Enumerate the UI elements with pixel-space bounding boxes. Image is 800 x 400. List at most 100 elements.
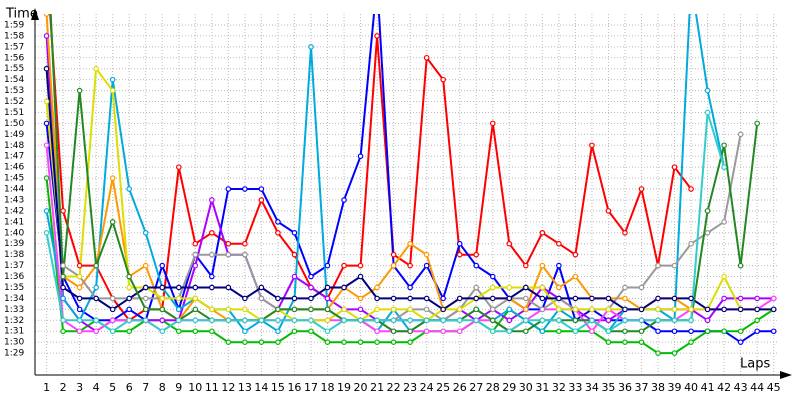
y-tick-label: 1:58: [4, 31, 24, 41]
point: [275, 328, 281, 335]
point: [60, 284, 66, 291]
point: [523, 295, 529, 302]
y-tick-label: 1:54: [4, 75, 24, 85]
point: [622, 339, 628, 345]
point: [275, 339, 281, 345]
x-tick-label: 32: [552, 381, 566, 394]
point: [539, 295, 546, 302]
point: [357, 273, 364, 280]
point: [175, 317, 182, 324]
y-tick-label: 1:57: [4, 42, 24, 52]
point: [341, 262, 347, 269]
point: [622, 284, 628, 291]
point: [622, 229, 628, 236]
x-tick-label: 12: [221, 381, 235, 394]
point: [737, 295, 744, 302]
series-line: [45, 112, 726, 333]
point: [390, 251, 397, 258]
point: [209, 328, 215, 335]
y-tick-label: 1:41: [4, 217, 24, 227]
point: [126, 306, 132, 313]
point: [374, 328, 380, 335]
point: [489, 306, 496, 313]
point: [754, 317, 760, 324]
point: [374, 339, 380, 345]
point: [704, 229, 711, 236]
x-tick-label: 8: [159, 381, 166, 394]
point: [423, 306, 430, 313]
point: [192, 262, 199, 269]
x-tick-label: 20: [354, 381, 368, 394]
point: [589, 295, 595, 302]
x-tick-label: 13: [238, 381, 252, 394]
point: [671, 306, 678, 313]
x-tick-label: 3: [76, 381, 83, 394]
y-tick-label: 1:34: [4, 294, 24, 304]
point: [76, 284, 83, 291]
point: [638, 317, 645, 324]
point: [126, 284, 132, 291]
point: [225, 306, 232, 313]
point: [605, 208, 612, 214]
point: [76, 262, 83, 269]
point: [688, 295, 694, 302]
x-tick-label: 2: [60, 381, 67, 394]
y-tick-label: 1:49: [4, 130, 24, 140]
point: [539, 317, 546, 324]
point: [109, 295, 116, 302]
point: [291, 328, 298, 335]
point: [324, 295, 331, 302]
point: [407, 317, 413, 324]
x-tick-label: 15: [271, 381, 285, 394]
point: [93, 262, 99, 269]
point: [523, 328, 529, 335]
point: [638, 339, 645, 345]
x-tick-label: 24: [420, 381, 434, 394]
point: [688, 240, 694, 247]
point: [737, 262, 744, 269]
x-tick-label: 21: [370, 381, 384, 394]
point: [209, 273, 215, 280]
point: [242, 295, 248, 302]
y-arrow: [31, 8, 39, 20]
point: [539, 229, 546, 236]
y-tick-label: 1:38: [4, 250, 24, 260]
point: [374, 295, 380, 302]
point: [308, 273, 314, 280]
x-tick-label: 26: [453, 381, 467, 394]
point: [721, 142, 727, 149]
point: [175, 295, 182, 302]
point: [93, 65, 99, 72]
y-tick-label: 1:55: [4, 64, 24, 74]
y-tick-label: 1:46: [4, 163, 24, 173]
point: [390, 306, 397, 313]
point: [423, 262, 430, 269]
point: [456, 295, 463, 302]
point: [175, 284, 182, 291]
point: [324, 306, 331, 313]
point: [390, 262, 397, 269]
point: [341, 339, 347, 345]
point: [489, 328, 496, 335]
point: [704, 109, 711, 116]
point: [556, 240, 562, 247]
point: [93, 328, 99, 335]
point: [489, 120, 496, 127]
point: [374, 284, 380, 291]
point: [93, 317, 99, 324]
point: [688, 306, 694, 313]
x-tick-label: 7: [142, 381, 149, 394]
point: [374, 306, 380, 313]
point: [721, 328, 727, 335]
x-tick-label: 16: [287, 381, 301, 394]
y-tick-label: 1:33: [4, 305, 24, 315]
point: [473, 295, 480, 302]
point: [291, 306, 298, 313]
point: [423, 295, 430, 302]
point: [93, 284, 99, 291]
point: [754, 328, 760, 335]
point: [556, 262, 562, 269]
point: [76, 306, 83, 313]
point: [407, 339, 413, 345]
point: [242, 328, 248, 335]
